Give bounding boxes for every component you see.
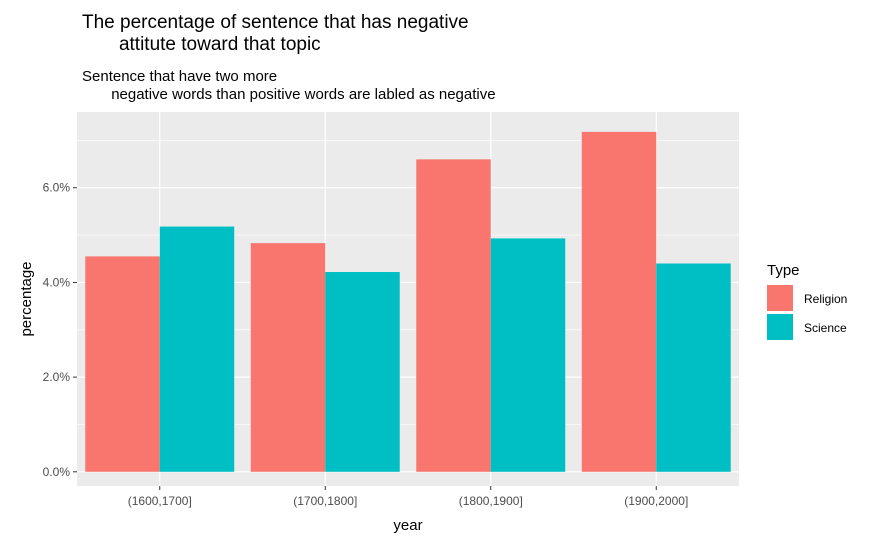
bar-science [159,226,235,472]
bar-religion [85,256,160,472]
legend-key-science [767,314,793,340]
x-axis-title: year [393,517,422,534]
bar-science [656,263,731,472]
legend: Type Religion Science [767,262,847,340]
y-tick-label: 2.0% [43,370,71,384]
y-axis-title: percentage [18,261,35,336]
bar-science [325,272,400,472]
x-tick-label: (1900,2000] [624,494,688,508]
bar-science [490,238,566,472]
x-tick-label: (1700,1800] [293,494,357,508]
legend-label-science: Science [804,321,847,335]
x-tick-label: (1600,1700] [128,494,192,508]
legend-label-religion: Religion [804,292,847,306]
chart-subtitle: Sentence that have two more negative wor… [82,68,496,103]
bar-religion [416,159,491,472]
x-tick-label: (1800,1900] [459,494,523,508]
bar-religion [250,243,326,472]
y-axis-ticks: 0.0% 2.0% 4.0% 6.0% [43,181,77,479]
y-tick-label: 6.0% [43,181,71,195]
legend-title: Type [767,262,800,279]
x-axis-ticks: (1600,1700] (1700,1800] (1800,1900] (1900,2… [128,486,688,508]
bar-religion [581,131,657,472]
chart-title: The percentage of sentence that has nega… [82,12,469,55]
bars [85,131,731,472]
y-tick-label: 0.0% [43,465,71,479]
y-tick-label: 4.0% [43,275,71,289]
legend-key-religion [767,285,793,311]
